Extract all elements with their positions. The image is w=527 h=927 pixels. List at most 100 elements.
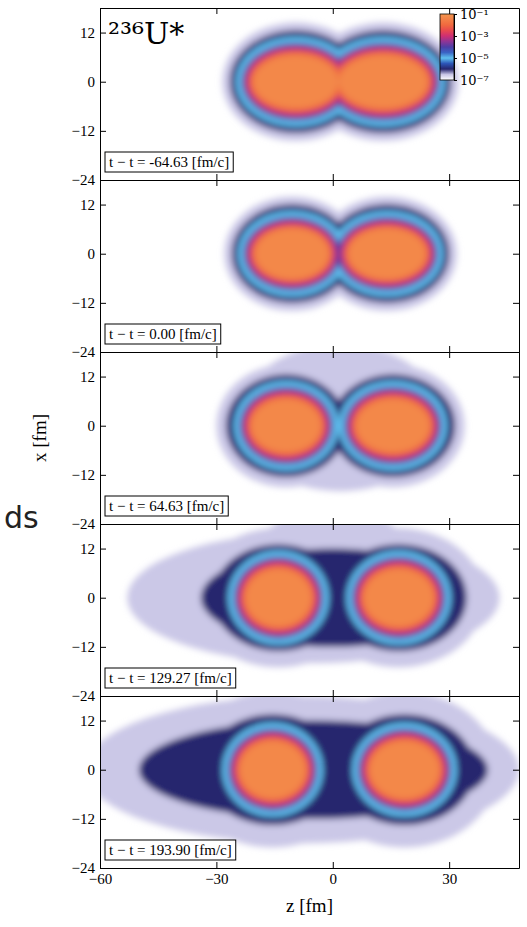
- tick-mark: [100, 518, 101, 524]
- y-axis-title: x [fm]: [29, 414, 50, 462]
- time-label: t − t = 0.00 [fm/c]: [105, 324, 221, 344]
- tick-mark: [449, 690, 450, 696]
- tick-mark: [513, 303, 519, 304]
- tick: [513, 770, 519, 771]
- tick-mark: [454, 58, 457, 59]
- tick-label: 12: [80, 369, 95, 385]
- tick-mark: [513, 549, 519, 550]
- tick-mark: [216, 174, 217, 180]
- tick-label: −24: [72, 516, 96, 532]
- tick: [216, 352, 217, 358]
- axis-line: [101, 352, 520, 353]
- tick-label: −30: [205, 871, 228, 887]
- tick: −12: [72, 295, 106, 311]
- density-contour: [247, 221, 336, 287]
- density-contour: [339, 55, 428, 108]
- tick-mark: [100, 721, 106, 722]
- tick-mark: [454, 14, 457, 15]
- tick: 12: [80, 25, 106, 41]
- time-label-text: t − t = -64.63 [fm/c]: [109, 154, 229, 170]
- tick: −30: [205, 862, 228, 887]
- x-axis: [101, 690, 520, 697]
- x-axis-top: [101, 352, 520, 358]
- tick: [513, 254, 519, 255]
- tick: [449, 690, 450, 696]
- tick-mark: [333, 352, 334, 358]
- density-contour: [335, 51, 432, 112]
- tick: [216, 174, 217, 180]
- density-area: [127, 524, 499, 667]
- tick: [216, 696, 217, 702]
- density-contour: [240, 387, 333, 465]
- tick-label: −12: [72, 639, 95, 655]
- x-axis-top: [101, 180, 520, 186]
- tick-mark: [454, 36, 457, 37]
- tick-mark: [513, 426, 519, 427]
- tick: [333, 352, 334, 358]
- tick-mark: [100, 174, 101, 180]
- density: [216, 352, 464, 491]
- tick: [216, 518, 217, 524]
- tick: [333, 696, 334, 702]
- tick: −12: [72, 639, 106, 655]
- tick: [513, 33, 519, 34]
- tick: −60: [89, 862, 112, 887]
- tick-mark: [100, 862, 101, 868]
- tick: [100, 174, 101, 180]
- tick-mark: [513, 721, 519, 722]
- tick-mark: [449, 180, 450, 186]
- density-contour: [360, 565, 438, 631]
- tick-label: −60: [89, 871, 112, 887]
- density-contour: [331, 211, 444, 297]
- density-contour: [352, 723, 457, 817]
- tick: 30: [442, 862, 457, 887]
- density-contour: [242, 43, 351, 121]
- y-axis: 120−12−24: [72, 697, 106, 877]
- colorbar-gradient: [440, 14, 454, 80]
- tick: [449, 180, 450, 186]
- density-contour: [245, 47, 346, 117]
- density-area: [216, 352, 464, 491]
- axis-line: [101, 352, 520, 353]
- tick: [449, 352, 450, 358]
- tick-mark: [100, 549, 106, 550]
- density-contour: [234, 381, 339, 471]
- tick-label: −12: [72, 811, 95, 827]
- tick-mark: [449, 174, 450, 180]
- tick: [333, 690, 334, 696]
- tick: 0: [330, 862, 338, 887]
- density-contour: [242, 565, 316, 631]
- axis-line: [101, 180, 520, 181]
- x-axis: [101, 346, 520, 353]
- tick: [449, 8, 450, 14]
- tick: −24: [72, 688, 106, 704]
- tick: [513, 647, 519, 648]
- tick-mark: [333, 524, 334, 530]
- density-contour: [352, 395, 433, 456]
- tick: 0: [88, 246, 107, 262]
- tick-mark: [216, 352, 217, 358]
- density-contour: [339, 381, 448, 471]
- x-axis: −60 −30 0 30: [89, 862, 520, 887]
- density-contour: [317, 196, 457, 311]
- y-axis: 120−12−24: [72, 353, 106, 533]
- tick: [449, 524, 450, 530]
- density-contour: [127, 532, 499, 663]
- time-label: t − t = -64.63 [fm/c]: [105, 152, 233, 172]
- panel: 120−12−24²³⁶U*t − t = -64.63 [fm/c]10⁻¹1…: [72, 7, 520, 189]
- density-area: [100, 696, 519, 848]
- tick: [513, 131, 519, 132]
- tick-mark: [333, 8, 334, 14]
- x-axis-top: [101, 696, 520, 702]
- tick-mark: [333, 862, 334, 868]
- density-contour: [228, 729, 317, 811]
- tick: 10⁻⁵: [454, 51, 489, 66]
- tick: [449, 174, 450, 180]
- tick-mark: [100, 426, 106, 427]
- density-contour: [364, 569, 434, 626]
- density-contour: [358, 729, 451, 811]
- axis-line: [101, 8, 520, 9]
- tick: 0: [88, 762, 107, 778]
- tick-label: 10⁻⁵: [460, 51, 489, 66]
- tick: 12: [80, 541, 106, 557]
